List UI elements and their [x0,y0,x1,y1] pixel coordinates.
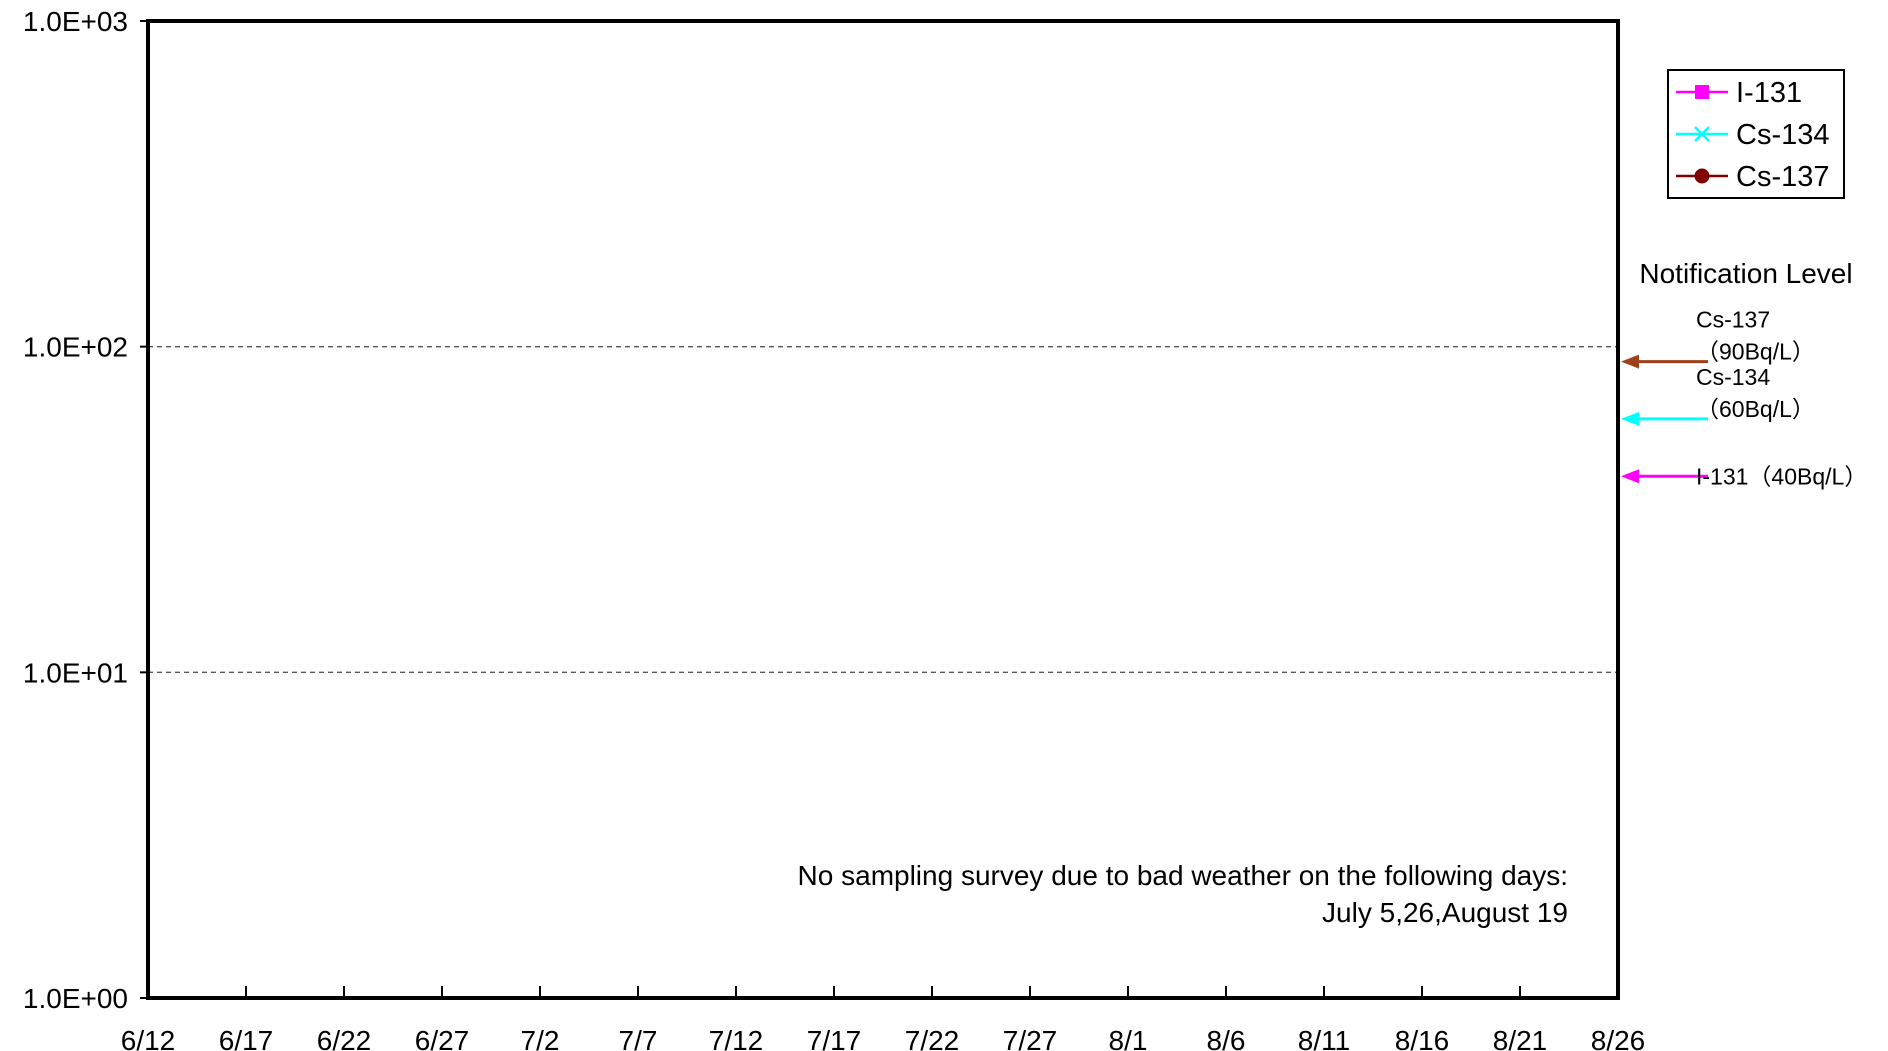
y-tick-label: 1.0E+01 [23,657,128,688]
x-tick-label: 7/22 [905,1025,960,1051]
notification-label: Cs-137 [1696,307,1770,333]
y-tick-label: 1.0E+00 [23,983,128,1014]
notification-cs-137: Cs-137 （90Bq/L） [1621,307,1815,369]
note-line-2: July 5,26,August 19 [1322,897,1568,928]
y-axis: 1.0E+00 1.0E+01 1.0E+02 1.0E+03 [23,6,148,1014]
grid-lines [148,346,1618,673]
x-tick-label: 7/27 [1003,1025,1058,1051]
legend-marker-circle [1694,168,1710,184]
legend-label: I-131 [1736,77,1802,109]
x-tick-label: 6/22 [317,1025,372,1051]
notification-title: Notification Level [1639,258,1852,289]
notification-arrowhead [1621,411,1639,426]
x-tick-label: 7/12 [709,1025,764,1051]
x-tick-label: 8/16 [1395,1025,1450,1051]
y-tick-label: 1.0E+03 [23,6,128,37]
x-tick-label: 7/2 [521,1025,560,1051]
x-tick-label: 6/17 [219,1025,274,1051]
notification-arrowhead [1621,469,1639,484]
note-line-1: No sampling survey due to bad weather on… [798,860,1568,891]
notification-label: Cs-134 [1696,364,1770,390]
plot-area-frame [146,19,1620,1000]
notification-cs-134: Cs-134 （60Bq/L） [1621,364,1815,426]
x-tick-label: 7/17 [807,1025,862,1051]
notification-levels: Notification Level Cs-137 （90Bq/L）Cs-134 （… [1621,258,1867,489]
legend-marker-square [1695,85,1709,99]
notification-value: （90Bq/L） [1696,339,1815,365]
x-axis: 6/12 6/17 6/22 6/27 7/2 7/7 7/12 7/17 7/22 7/27 8/… [121,986,1646,1051]
legend-label: Cs-134 [1736,119,1830,151]
legend-marker-x [1694,126,1710,142]
x-tick-label: 8/26 [1591,1025,1646,1051]
notification-value: （60Bq/L） [1696,396,1815,422]
notification-i-131: I-131（40Bq/L） [1621,463,1867,489]
x-tick-label: 6/12 [121,1025,176,1051]
notification-arrowhead [1621,354,1639,369]
legend: I-131 Cs-134 Cs-137 [1667,69,1845,199]
x-tick-label: 8/6 [1207,1025,1246,1051]
x-tick-label: 7/7 [619,1025,658,1051]
annotation-note: No sampling survey due to bad weather on… [798,860,1568,928]
x-tick-label: 6/27 [415,1025,470,1051]
x-tick-label: 8/21 [1493,1025,1548,1051]
notification-label: I-131（40Bq/L） [1696,463,1867,489]
x-tick-label: 8/1 [1109,1025,1148,1051]
y-tick-label: 1.0E+02 [23,332,128,363]
legend-label: Cs-137 [1736,161,1830,193]
x-tick-label: 8/11 [1298,1025,1350,1051]
